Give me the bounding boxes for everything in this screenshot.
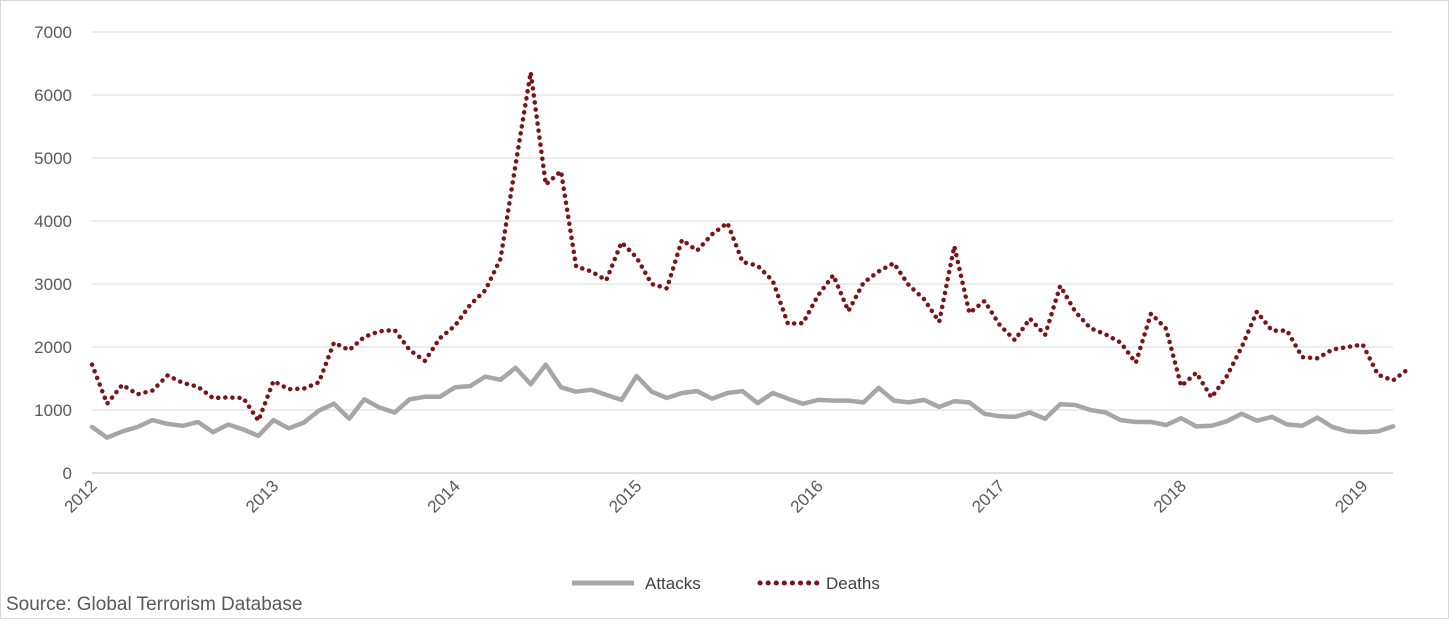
legend-deaths-label: Deaths	[826, 574, 880, 593]
source-note: Source: Global Terrorism Database	[6, 594, 303, 615]
series-lines	[89, 70, 1411, 440]
y-tick-label: 2000	[34, 338, 72, 357]
y-tick-label: 0	[63, 464, 72, 483]
x-tick-label: 2014	[424, 476, 464, 516]
y-tick-label: 1000	[34, 401, 72, 420]
y-tick-label: 4000	[34, 212, 72, 231]
series-line-attacks	[89, 362, 1396, 440]
series-line-deaths	[89, 70, 1411, 423]
legend: Attacks Deaths	[572, 574, 880, 593]
x-tick-label: 2013	[242, 476, 282, 516]
legend-attacks-label: Attacks	[645, 574, 701, 593]
y-tick-label: 7000	[34, 23, 72, 42]
x-tick-label: 2019	[1331, 476, 1371, 516]
x-tick-label: 2015	[605, 476, 645, 516]
x-tick-label: 2018	[1150, 476, 1190, 516]
y-tick-label: 6000	[34, 86, 72, 105]
x-tick-labels: 2012 2013 2014 2015 2016 2017 2018 2019	[61, 476, 1372, 516]
x-tick-label: 2017	[968, 476, 1008, 516]
y-tick-labels: 0 1000 2000 3000 4000 5000 6000 7000	[34, 23, 72, 483]
gridlines	[92, 31, 1393, 474]
y-tick-label: 5000	[34, 149, 72, 168]
x-tick-label: 2016	[787, 476, 827, 516]
y-tick-label: 3000	[34, 275, 72, 294]
